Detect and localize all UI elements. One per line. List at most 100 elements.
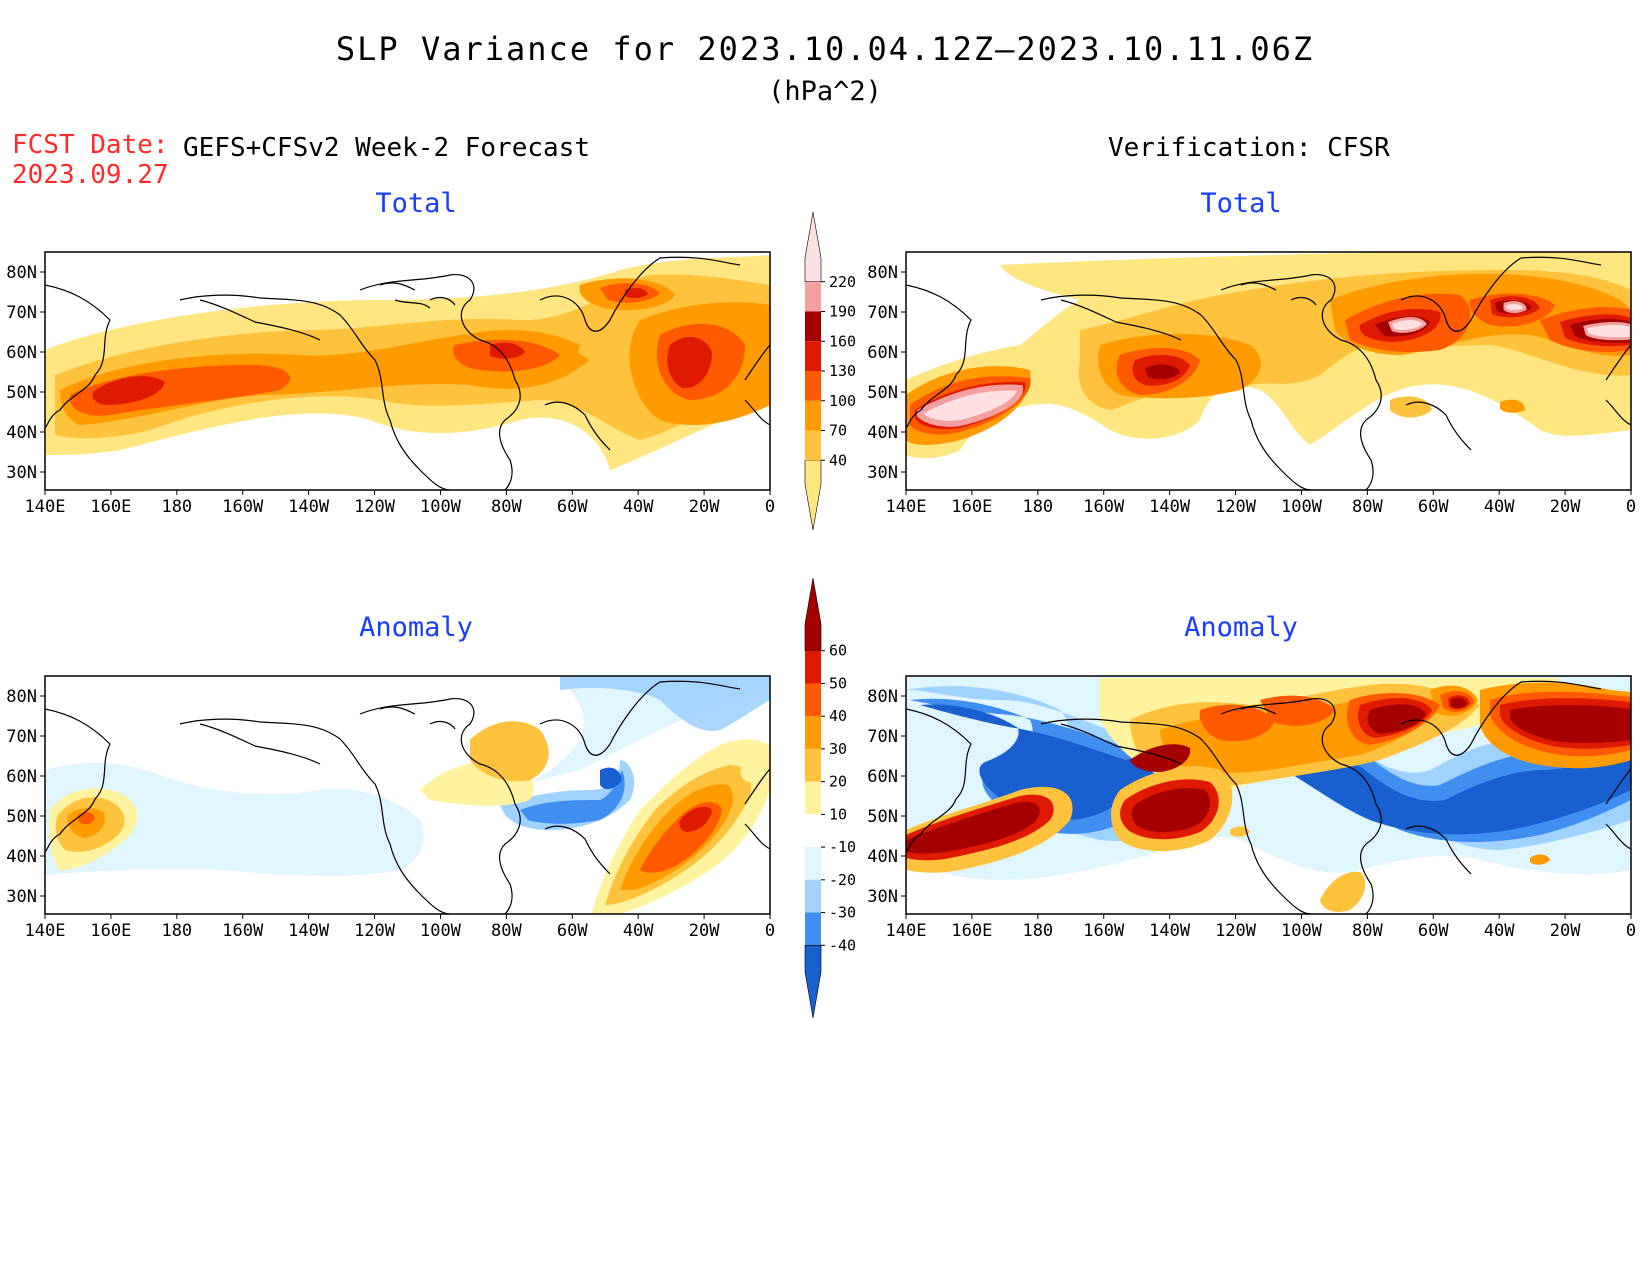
lat-tick-label: 50N: [6, 807, 37, 827]
lon-tick-label: 120W: [1215, 921, 1257, 941]
lon-tick-label: 140E: [886, 921, 927, 941]
lat-tick-label: 80N: [867, 263, 898, 283]
panel-forecast-anomaly: [44, 675, 771, 915]
colorbar-anomaly-swatch: [805, 879, 821, 913]
colorbar-anomaly: 60 50 40 30 20 10 -10 -20 -30 -40: [804, 577, 856, 1019]
lat-tick-label: 70N: [6, 303, 37, 323]
lon-tick-label: 40W: [1484, 921, 1515, 941]
colorbar-total-swatch: [805, 430, 821, 461]
lon-tick-label: 80W: [1352, 921, 1383, 941]
lat-tick-label: 30N: [6, 463, 37, 483]
lon-tick-label: 160W: [1083, 497, 1125, 517]
lon-tick-label: 120W: [354, 921, 396, 941]
lon-tick-label: 160W: [1083, 921, 1125, 941]
lon-tick-label: 20W: [689, 921, 720, 941]
panel-verification-total: [905, 251, 1632, 491]
lon-tick-label: 100W: [1281, 497, 1323, 517]
lon-tick-label: 100W: [420, 497, 462, 517]
coastlines-forecast-anomaly: [45, 680, 770, 914]
colorbar-total-label: 220: [829, 273, 856, 291]
lon-tick-label: 80W: [491, 497, 522, 517]
lon-tick-label: 140W: [1149, 497, 1191, 517]
lon-tick-label: 60W: [557, 921, 588, 941]
colorbar-anomaly-swatch: [805, 683, 821, 717]
colorbar-total-swatch: [804, 459, 822, 531]
lon-tick-label: 20W: [1550, 497, 1581, 517]
lon-tick-label: 40W: [623, 497, 654, 517]
figure-units: (hPa^2): [768, 76, 882, 107]
colorbar-total-swatch: [805, 281, 821, 312]
lon-tick-label: 60W: [1418, 497, 1449, 517]
colorbar-anomaly-label: -10: [829, 838, 856, 856]
colorbar-total-swatch: [805, 311, 821, 342]
lon-tick-label: 160E: [951, 497, 992, 517]
lon-tick-label: 160W: [222, 921, 264, 941]
lon-tick-label: 160E: [951, 921, 992, 941]
panel-verification-anomaly: [905, 675, 1632, 915]
lon-tick-label: 140E: [25, 921, 66, 941]
forecast-date-value: 2023.09.27: [12, 160, 169, 190]
lon-tick-label: 140E: [886, 497, 927, 517]
lon-tick-label: 160W: [222, 497, 264, 517]
lat-tick-label: 40N: [867, 847, 898, 867]
colorbar-total-label: 190: [829, 303, 856, 321]
colorbar-anomaly-label: 30: [829, 740, 847, 758]
coastlines-verification-anomaly: [906, 680, 1631, 914]
lon-tick-label: 0: [765, 497, 775, 517]
forecast-date: FCST Date: 2023.09.27: [12, 130, 169, 190]
colorbar-anomaly-label: -20: [829, 871, 856, 889]
lat-tick-label: 80N: [6, 263, 37, 283]
colorbar-anomaly-swatch: [805, 781, 821, 815]
lat-tick-label: 70N: [867, 727, 898, 747]
colorbar-total-label: 70: [829, 422, 847, 440]
colorbar-anomaly-swatch: [805, 912, 821, 946]
panel-title-verification-total: Total: [1200, 188, 1282, 219]
lon-tick-label: 0: [1626, 921, 1636, 941]
contours-forecast-total: [45, 255, 770, 470]
colorbar-total-swatch: [805, 371, 821, 401]
lat-tick-label: 40N: [6, 423, 37, 443]
figure-title: SLP Variance for 2023.10.04.12Z–2023.10.…: [335, 30, 1315, 68]
forecast-date-label: FCST Date:: [12, 130, 169, 160]
colorbar-anomaly-label: -40: [829, 936, 856, 954]
lon-tick-label: 120W: [354, 497, 396, 517]
lon-tick-label: 0: [765, 921, 775, 941]
lon-tick-label: 140W: [288, 921, 330, 941]
colorbar-anomaly-swatch: [805, 847, 821, 880]
lon-tick-label: 180: [161, 497, 192, 517]
lon-tick-label: 180: [161, 921, 192, 941]
colorbar-total-swatch: [804, 211, 822, 283]
lon-tick-label: 60W: [557, 497, 588, 517]
colorbar-anomaly-swatch: [805, 650, 821, 684]
contours-forecast-anomaly: [45, 676, 770, 914]
lon-tick-label: 80W: [1352, 497, 1383, 517]
lat-tick-label: 60N: [6, 343, 37, 363]
colorbar-anomaly-swatch: [805, 748, 821, 782]
colorbar-total-swatch: [805, 341, 821, 371]
lat-tick-label: 80N: [6, 687, 37, 707]
lon-tick-label: 180: [1022, 497, 1053, 517]
lon-tick-label: 0: [1626, 497, 1636, 517]
lon-tick-label: 40W: [623, 921, 654, 941]
lat-tick-label: 30N: [867, 463, 898, 483]
lon-tick-label: 120W: [1215, 497, 1257, 517]
contours-verification-anomaly: [906, 676, 1631, 912]
lat-tick-label: 60N: [867, 767, 898, 787]
lat-tick-label: 50N: [6, 383, 37, 403]
panel-title-verification-anomaly: Anomaly: [1184, 612, 1298, 643]
lat-tick-label: 50N: [867, 807, 898, 827]
colorbar-anomaly-swatch: [805, 814, 821, 848]
colorbar-anomaly-swatch: [804, 577, 822, 652]
lon-tick-label: 160E: [90, 497, 131, 517]
lat-tick-label: 60N: [6, 767, 37, 787]
right-header: Verification: CFSR: [1108, 133, 1390, 163]
lat-tick-label: 80N: [867, 687, 898, 707]
colorbar-total-label: 130: [829, 362, 856, 380]
colorbar-total: 40 70 100 130 160 190 220: [804, 211, 856, 531]
colorbar-anomaly-label: 60: [829, 642, 847, 660]
lon-tick-label: 160E: [90, 921, 131, 941]
panel-title-forecast-total: Total: [375, 188, 457, 219]
lat-tick-label: 30N: [867, 887, 898, 907]
panel-title-forecast-anomaly: Anomaly: [359, 612, 473, 643]
